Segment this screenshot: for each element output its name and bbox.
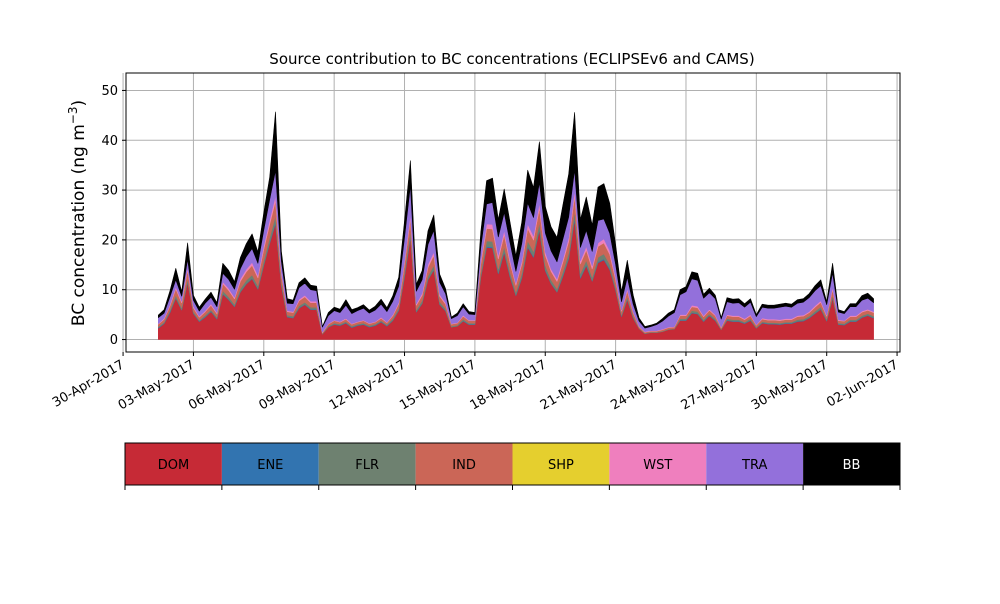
y-axis-label: BC concentration (ng m−3) <box>66 100 89 326</box>
x-tick-label: 21-May-2017 <box>538 357 620 413</box>
legend-swatch-flr <box>318 443 416 485</box>
tick-labels: 0 10 20 30 40 50 30-Apr-201703-May-201706-May-… <box>50 84 901 413</box>
stacked-areas <box>158 111 874 340</box>
x-tick-label: 12-May-2017 <box>327 357 409 413</box>
legend-swatch-ind <box>415 443 513 485</box>
x-tick-label: 18-May-2017 <box>468 357 550 413</box>
chart-title: Source contribution to BC concentrations… <box>269 50 754 68</box>
legend-swatch-ene <box>221 443 319 485</box>
x-tick-label: 30-May-2017 <box>749 357 831 413</box>
x-tick-label: 30-Apr-2017 <box>50 357 127 410</box>
y-tick-label: 20 <box>101 233 118 248</box>
legend-label-ind: IND <box>452 458 476 473</box>
axes <box>122 72 901 356</box>
plot-frame <box>125 72 901 353</box>
legend-label-dom: DOM <box>158 458 189 473</box>
y-tick-label: 10 <box>101 283 118 298</box>
legend-label-ene: ENE <box>257 458 283 473</box>
y-axis-label-main: BC concentration (ng m <box>69 124 89 326</box>
y-tick-label: 30 <box>101 184 118 199</box>
legend-label-wst: WST <box>643 458 672 473</box>
y-tick-label: 0 <box>110 333 118 348</box>
legend-swatch-bb <box>803 443 900 485</box>
legend-colorbar: DOM ENE FLR IND SHP WST TRA BB <box>124 442 901 490</box>
y-tick-label: 40 <box>101 134 118 149</box>
x-tick-label: 27-May-2017 <box>679 357 761 413</box>
legend-swatch-dom <box>125 443 222 485</box>
y-axis-label-close: ) <box>69 100 89 107</box>
x-tick-label: 24-May-2017 <box>608 357 690 413</box>
legend-swatch-shp <box>512 443 610 485</box>
legend-label-bb: BB <box>843 458 861 473</box>
x-tick-label: 06-May-2017 <box>186 357 268 413</box>
legend-swatch-tra <box>706 443 804 485</box>
x-tick-label: 15-May-2017 <box>397 357 479 413</box>
y-axis-label-exp: −3 <box>66 106 80 124</box>
x-tick-label: 09-May-2017 <box>257 357 339 413</box>
x-tick-label: 03-May-2017 <box>116 357 198 413</box>
legend-label-flr: FLR <box>355 458 379 473</box>
legend-label-shp: SHP <box>548 458 574 473</box>
legend-label-tra: TRA <box>741 458 767 473</box>
x-tick-label: 02-Jun-2017 <box>824 357 901 410</box>
legend-frame <box>124 442 901 486</box>
legend-swatch-wst <box>609 443 707 485</box>
y-tick-label: 50 <box>101 84 118 99</box>
area-bb <box>158 111 874 329</box>
